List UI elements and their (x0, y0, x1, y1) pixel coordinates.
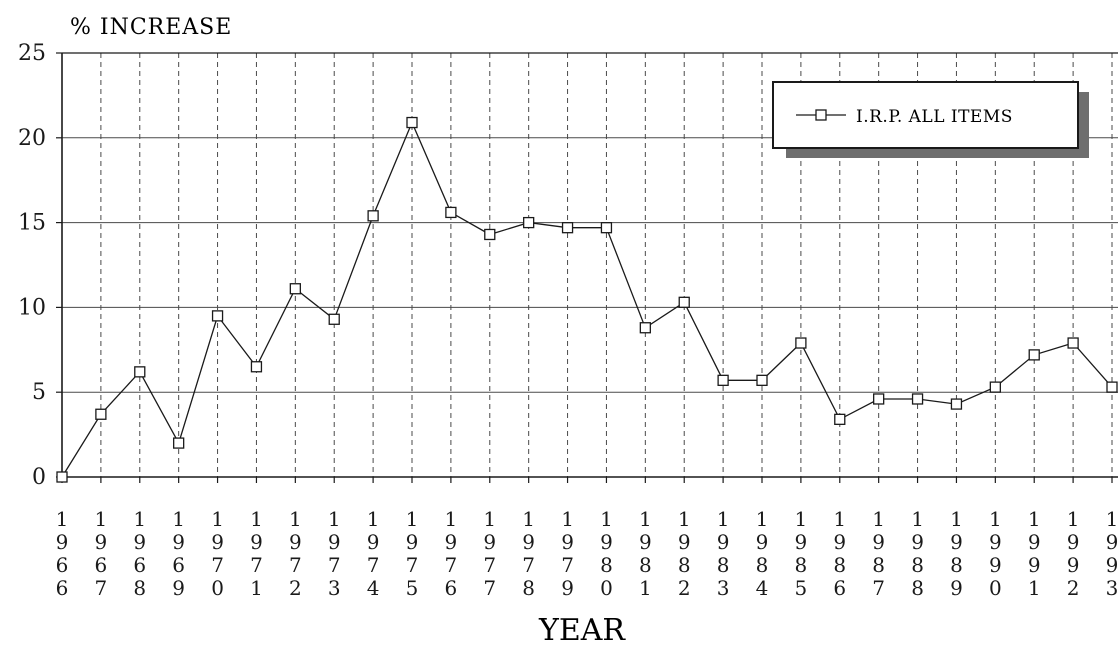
data-point-1984 (756, 374, 768, 386)
legend-marker-icon (815, 109, 827, 121)
data-point-1980 (600, 222, 613, 234)
data-point-1991 (1028, 349, 1040, 361)
data-point-1971 (250, 361, 263, 373)
data-point-1982 (678, 296, 690, 308)
y-tick-label: 5 (32, 380, 46, 405)
data-point-1979 (561, 222, 574, 234)
grid-lines (62, 52, 1118, 477)
series-line-irp-all-items (61, 120, 1113, 478)
data-point-1974 (367, 210, 379, 222)
data-point-1983 (717, 374, 729, 386)
data-point-1967 (95, 408, 107, 420)
data-point-1990 (989, 381, 1001, 393)
y-tick-label: 20 (18, 126, 46, 151)
data-point-1968 (134, 366, 146, 378)
legend-label-irp-all-items: I.R.P. ALL ITEMS (856, 107, 1013, 127)
data-point-1987 (873, 393, 885, 405)
y-tick-label: 0 (32, 465, 46, 490)
data-point-1992 (1067, 337, 1079, 349)
data-point-1981 (639, 322, 651, 334)
data-point-1986 (834, 413, 846, 425)
data-point-1993 (1106, 381, 1118, 393)
y-tick-labels: 0 5 10 15 20 25 (18, 41, 46, 490)
x-tick-labels: 1 9 6 6 1 9 6 7 1 9 6 8 1 9 6 9 1 9 7 0 1 9 7 1 1 9 7 2 1 9 7 3 1 9 7 4 1 9 7 5… (56, 507, 1119, 600)
y-tick-label: 15 (18, 211, 46, 236)
data-point-1972 (289, 283, 301, 295)
data-point-1975 (406, 116, 418, 129)
data-point-1978 (523, 216, 535, 229)
data-point-1966 (56, 471, 68, 483)
data-point-1988 (911, 393, 924, 405)
data-point-1973 (328, 313, 340, 325)
y-axis-title: % INCREASE (70, 15, 232, 40)
data-point-1970 (211, 310, 224, 322)
data-point-1985 (795, 337, 807, 349)
data-point-1969 (173, 437, 185, 449)
data-point-1976 (445, 206, 457, 219)
series (56, 116, 1118, 483)
y-tick-label: 10 (18, 295, 46, 320)
legend: I.R.P. ALL ITEMS (772, 81, 1089, 158)
data-point-1977 (484, 228, 496, 241)
axes (56, 52, 1118, 483)
data-point-1989 (950, 398, 963, 410)
x-axis-title: YEAR (538, 613, 626, 645)
y-tick-label: 25 (18, 41, 46, 66)
